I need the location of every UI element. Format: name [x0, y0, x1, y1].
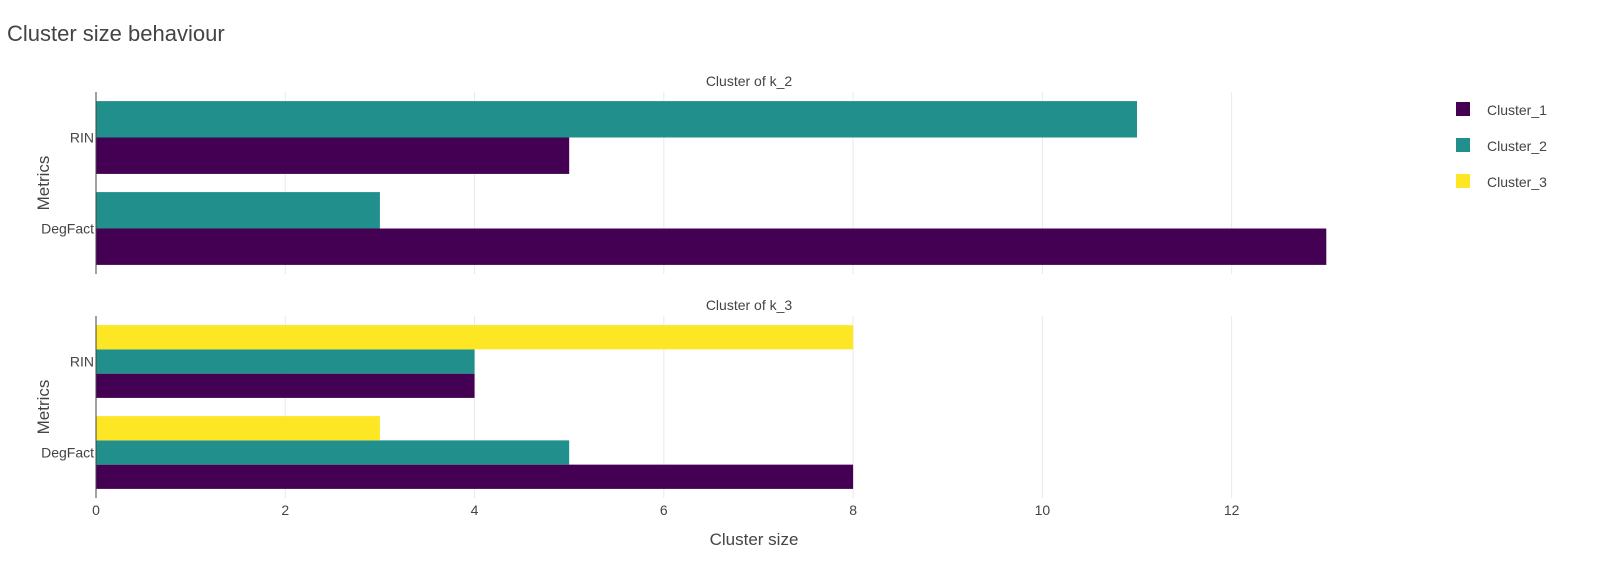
panel-2: Cluster of k_3 Metrics RIN DegFact	[34, 297, 1233, 498]
y-tick-label: DegFact	[41, 221, 94, 237]
bar-cluster_1-degfact[interactable]	[96, 464, 854, 489]
bar-cluster_2-rin[interactable]	[96, 101, 1138, 138]
bar-cluster_2-rin[interactable]	[96, 349, 475, 374]
y-axis-label: Metrics	[34, 156, 53, 211]
x-tick-label: 4	[471, 502, 479, 518]
bar-cluster_1-degfact[interactable]	[96, 228, 1327, 265]
x-tick-label: 12	[1224, 502, 1240, 518]
legend-item-cluster_1[interactable]: Cluster_1	[1456, 102, 1547, 118]
bar-cluster_3-rin[interactable]	[96, 325, 854, 350]
legend-label: Cluster_3	[1487, 174, 1547, 190]
bar-cluster_1-rin[interactable]	[96, 373, 475, 398]
legend-swatch	[1456, 102, 1470, 116]
x-tick-label: 2	[281, 502, 289, 518]
y-axis-label: Metrics	[34, 380, 53, 435]
bar-cluster_3-degfact[interactable]	[96, 416, 380, 441]
legend-swatch	[1456, 174, 1470, 188]
bar-cluster_1-rin[interactable]	[96, 137, 570, 174]
y-tick-label: RIN	[70, 130, 94, 146]
y-tick-label: RIN	[70, 354, 94, 370]
x-tick-label: 6	[660, 502, 668, 518]
bar-cluster_2-degfact[interactable]	[96, 192, 380, 229]
panel-1: Cluster of k_2 Metrics RIN DegFact	[34, 73, 1327, 274]
panel-title: Cluster of k_2	[706, 73, 793, 89]
x-tick-label: 8	[849, 502, 857, 518]
chart-title: Cluster size behaviour	[7, 21, 225, 46]
legend[interactable]: Cluster_1 Cluster_2 Cluster_3	[1456, 102, 1547, 190]
x-axis-label: Cluster size	[710, 530, 799, 549]
legend-label: Cluster_2	[1487, 138, 1547, 154]
legend-label: Cluster_1	[1487, 102, 1547, 118]
y-tick-label: DegFact	[41, 445, 94, 461]
legend-swatch	[1456, 138, 1470, 152]
x-tick-label: 0	[92, 502, 100, 518]
legend-item-cluster_2[interactable]: Cluster_2	[1456, 138, 1547, 154]
panel-title: Cluster of k_3	[706, 297, 793, 313]
bar-cluster_2-degfact[interactable]	[96, 440, 570, 465]
x-axis: 0 2 4 6 8 10 12	[92, 502, 1240, 518]
legend-item-cluster_3[interactable]: Cluster_3	[1456, 174, 1547, 190]
x-tick-label: 10	[1035, 502, 1051, 518]
